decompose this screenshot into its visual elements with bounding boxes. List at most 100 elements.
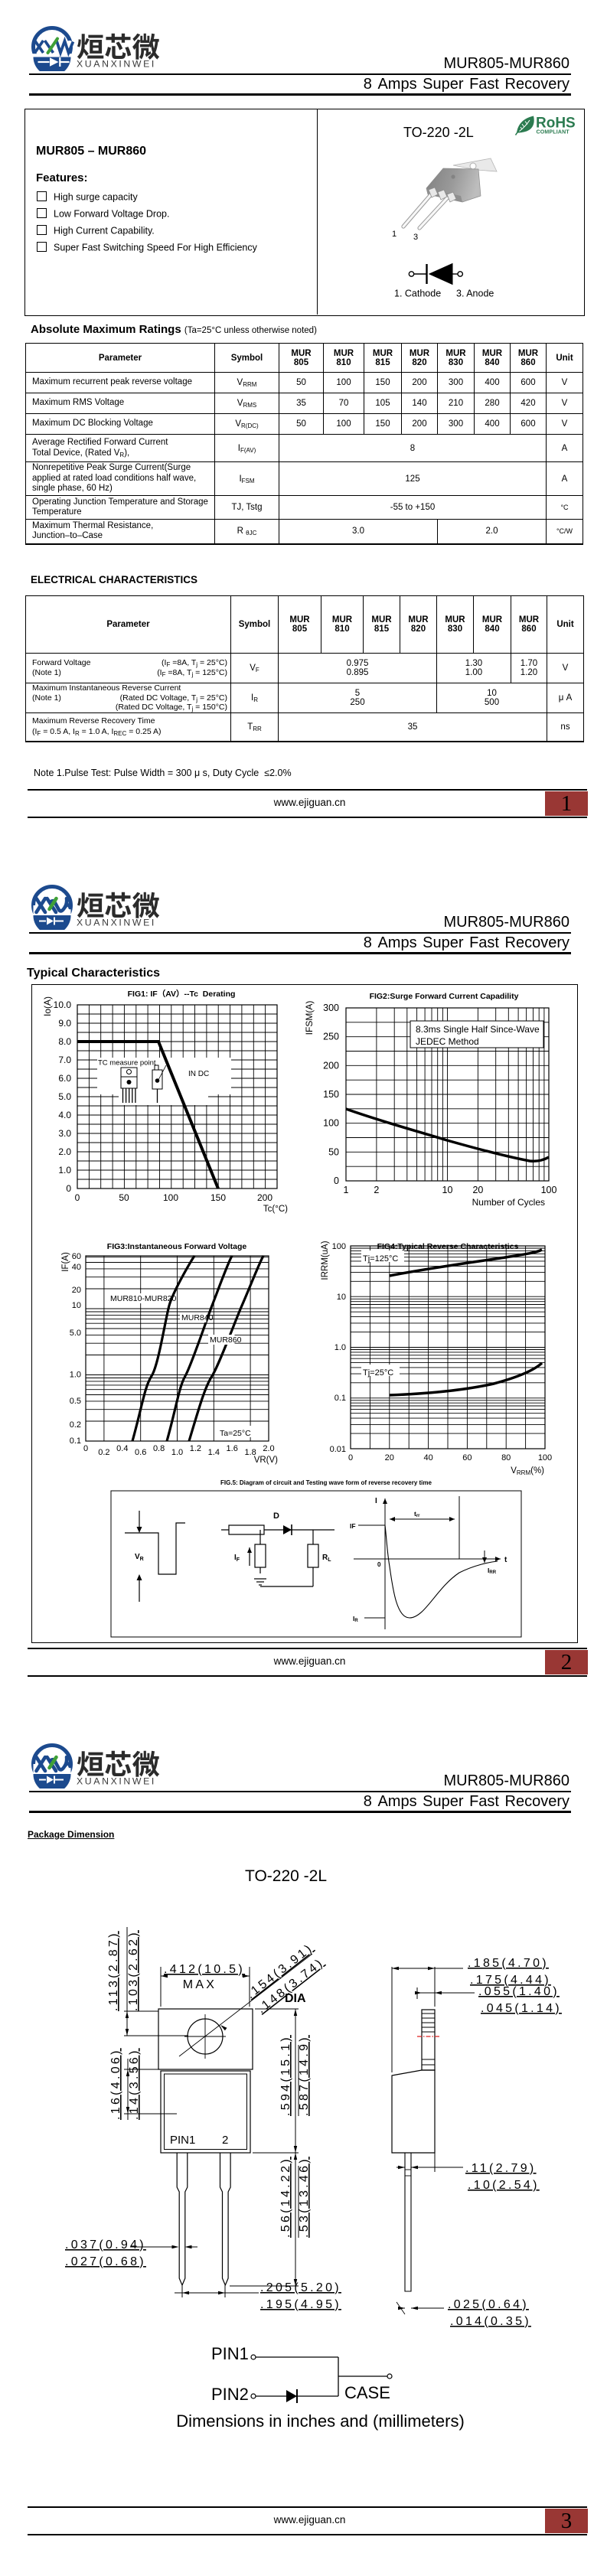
svg-text:1: 1 [344,1185,349,1195]
svg-text:1.2: 1.2 [190,1444,201,1453]
svg-text:2.0: 2.0 [58,1146,71,1157]
svg-text:40: 40 [72,1263,81,1272]
svg-text:Tj=25°C: Tj=25°C [363,1368,393,1378]
svg-text:VRRM(%): VRRM(%) [511,1466,544,1476]
svg-text:IR: IR [353,1615,358,1623]
svg-text:.037(0.94): .037(0.94) [65,2239,146,2252]
svg-text:Number of Cycles: Number of Cycles [472,1197,545,1208]
svg-text:MUR810-MUR820: MUR810-MUR820 [110,1294,177,1303]
svg-text:0.5: 0.5 [70,1397,81,1406]
svg-text:3. Anode: 3. Anode [456,289,494,299]
svg-text:2: 2 [222,2134,228,2147]
svg-text:.014(0.35): .014(0.35) [450,2315,531,2328]
svg-text:.055(1.40): .055(1.40) [478,1985,560,1998]
svg-text:100: 100 [538,1453,552,1462]
svg-text:8.0: 8.0 [58,1036,71,1047]
svg-text:COMPLIANT: COMPLIANT [537,130,570,135]
svg-text:100: 100 [323,1118,339,1129]
svg-text:8.3ms Single Half Since-Wave: 8.3ms Single Half Since-Wave [416,1024,540,1035]
svg-text:0: 0 [66,1183,71,1194]
svg-text:FIG1: IF（AV）--Tc Derating: FIG1: IF（AV）--Tc Derating [128,989,236,999]
svg-text:10.0: 10.0 [54,999,72,1010]
svg-text:.205(5.20): .205(5.20) [260,2281,341,2294]
svg-text:IN DC: IN DC [188,1070,209,1078]
svg-text:300: 300 [323,1003,339,1013]
svg-text:7.0: 7.0 [58,1055,71,1065]
svg-text:50: 50 [328,1146,339,1157]
svg-text:PIN1: PIN1 [211,2344,249,2363]
svg-text:.56(14.22): .56(14.22) [279,2157,292,2238]
svg-text:60: 60 [72,1252,81,1261]
svg-text:.195(4.95): .195(4.95) [260,2298,341,2311]
svg-text:0.2: 0.2 [70,1420,81,1430]
svg-text:.025(0.64): .025(0.64) [448,2298,529,2311]
svg-text:IF(A): IF(A) [61,1252,70,1272]
svg-text:1.6: 1.6 [227,1444,238,1453]
svg-text:6.0: 6.0 [58,1073,71,1084]
svg-text:t: t [504,1556,507,1564]
svg-text:IRRM(uA): IRRM(uA) [321,1241,330,1280]
svg-text:Tj=125°C: Tj=125°C [363,1254,398,1264]
svg-text:FIG3:Instantaneous Forward Vol: FIG3:Instantaneous Forward Voltage [107,1242,247,1251]
svg-text:.103(2.62): .103(2.62) [127,1930,140,2011]
svg-text:.10(2.54): .10(2.54) [468,2179,540,2192]
svg-text:200: 200 [257,1192,272,1203]
svg-text:CASE: CASE [344,2383,390,2402]
svg-text:1.4: 1.4 [208,1448,220,1457]
svg-text:250: 250 [323,1032,339,1042]
svg-text:.113(2.87): .113(2.87) [107,1931,120,2011]
svg-text:1.0: 1.0 [70,1371,81,1380]
svg-text:10: 10 [72,1301,81,1310]
svg-text:.045(1.14): .045(1.14) [481,2002,562,2015]
svg-text:1: 1 [392,230,397,239]
svg-text:20: 20 [72,1286,81,1295]
svg-text:80: 80 [501,1453,511,1462]
svg-text:1.0: 1.0 [171,1448,183,1457]
svg-text:0.6: 0.6 [135,1448,146,1457]
svg-text:100: 100 [541,1185,557,1195]
svg-text:0: 0 [334,1176,339,1186]
svg-text:1.0: 1.0 [335,1343,346,1352]
svg-text:MUR860: MUR860 [210,1335,242,1345]
svg-text:0.2: 0.2 [98,1448,109,1457]
svg-text:IF: IF [234,1554,240,1563]
svg-text:.412(10.5): .412(10.5) [164,1963,245,1976]
svg-text:0.1: 0.1 [70,1436,81,1446]
svg-text:.53(13.46): .53(13.46) [298,2157,311,2238]
svg-text:50: 50 [119,1192,129,1203]
svg-text:RoHS: RoHS [536,116,576,132]
svg-text:FIG2:Surge Forward Current Cap: FIG2:Surge Forward Current Capadility [370,992,519,1001]
svg-text:150: 150 [323,1089,339,1100]
svg-text:150: 150 [210,1192,226,1203]
svg-text:40: 40 [423,1453,432,1462]
svg-text:1. Cathode: 1. Cathode [394,289,441,299]
svg-text:RL: RL [322,1554,331,1563]
svg-text:9.0: 9.0 [58,1018,71,1029]
svg-text:XUANXINWEI: XUANXINWEI [77,59,156,70]
svg-text:.594(15.1): .594(15.1) [279,2035,292,2116]
svg-text:XUANXINWEI: XUANXINWEI [77,918,156,928]
svg-text:0.4: 0.4 [116,1444,128,1453]
svg-text:TC measure point: TC measure point [98,1059,156,1068]
svg-text:200: 200 [323,1060,339,1071]
svg-text:0: 0 [83,1444,88,1453]
svg-text:JEDEC Method: JEDEC Method [416,1036,479,1047]
svg-text:0: 0 [348,1453,353,1462]
svg-text:20: 20 [385,1453,394,1462]
svg-text:.027(0.68): .027(0.68) [65,2255,146,2268]
svg-text:3.0: 3.0 [58,1128,71,1139]
svg-text:0: 0 [377,1561,381,1568]
svg-text:IF: IF [350,1522,356,1530]
svg-text:Ta=25°C: Ta=25°C [220,1429,251,1438]
svg-text:3: 3 [413,233,418,242]
svg-text:.11(2.79): .11(2.79) [465,2162,537,2175]
svg-text:100: 100 [163,1192,178,1203]
svg-text:0: 0 [75,1192,80,1203]
svg-text:I: I [375,1497,377,1505]
svg-text:10: 10 [442,1185,453,1195]
svg-text:10: 10 [337,1293,346,1302]
svg-text:60: 60 [462,1453,472,1462]
svg-text:20: 20 [472,1185,483,1195]
svg-text:1.0: 1.0 [58,1165,71,1176]
svg-text:trr: trr [414,1510,420,1518]
